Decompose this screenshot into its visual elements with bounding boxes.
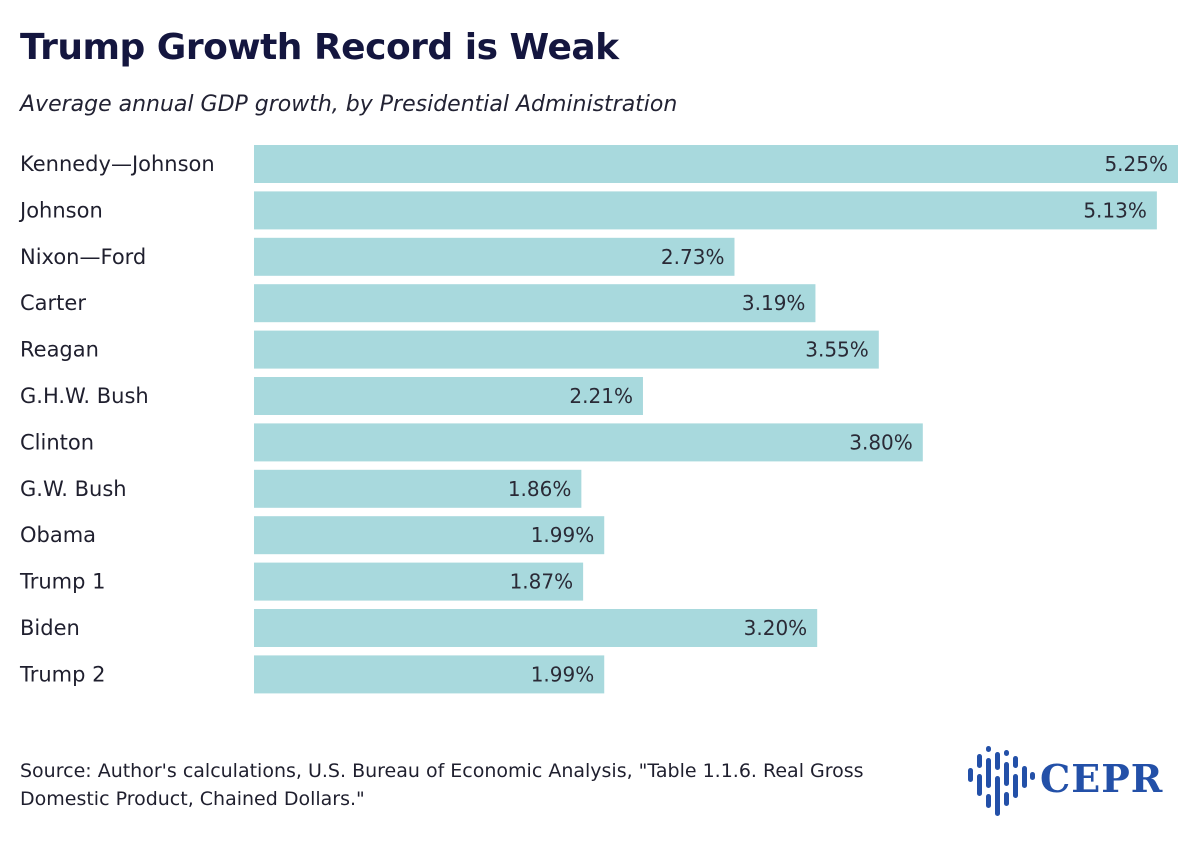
- category-label: Nixon—Ford: [20, 245, 146, 269]
- bar-0: [254, 145, 1178, 183]
- category-label: Clinton: [20, 430, 94, 454]
- value-label: 5.13%: [1083, 198, 1147, 222]
- bar-11: [254, 655, 605, 694]
- chart-subtitle: Average annual GDP growth, by Presidenti…: [20, 92, 678, 117]
- category-label: Carter: [20, 291, 86, 315]
- category-label: Kennedy—Johnson: [20, 152, 215, 176]
- value-label: 2.21%: [569, 384, 633, 408]
- bar-9: [254, 562, 584, 601]
- value-label: 1.86%: [508, 477, 572, 501]
- cepr-logo-text: CEPR: [1040, 756, 1164, 801]
- value-label: 2.73%: [661, 245, 725, 269]
- bar-1: [254, 191, 1157, 230]
- bar-10: [254, 609, 818, 647]
- category-label: Johnson: [18, 198, 103, 222]
- bar-2: [254, 237, 735, 276]
- category-label: G.W. Bush: [20, 477, 127, 501]
- cepr-logo-mark-icon: [968, 746, 1035, 816]
- value-label: 1.87%: [510, 570, 574, 594]
- bar-3: [254, 284, 816, 323]
- value-label: 3.20%: [744, 616, 808, 640]
- value-label: 3.80%: [849, 430, 913, 454]
- bar-7: [254, 469, 582, 508]
- chart-title: Trump Growth Record is Weak: [20, 27, 619, 68]
- value-label: 1.99%: [531, 662, 595, 686]
- value-label: 3.55%: [805, 338, 869, 362]
- bar-8: [254, 516, 605, 555]
- bar-4: [254, 330, 879, 369]
- category-label: G.H.W. Bush: [20, 384, 149, 408]
- value-label: 1.99%: [531, 523, 595, 547]
- value-label: 5.25%: [1104, 152, 1168, 176]
- category-label: Reagan: [20, 338, 99, 362]
- bar-chart: Kennedy—Johnson 5.25% Johnson 5.13% Nixon—Fo…: [18, 145, 1178, 694]
- category-label: Trump 1: [19, 570, 106, 594]
- bar-6: [254, 423, 923, 462]
- value-label: 3.19%: [742, 291, 806, 315]
- category-label: Biden: [20, 616, 80, 640]
- source-note: Source: Author's calculations, U.S. Bure…: [20, 760, 864, 810]
- category-label: Obama: [20, 523, 96, 547]
- cepr-logo: CEPR: [966, 742, 1176, 822]
- category-label: Trump 2: [19, 662, 106, 686]
- bar-5: [254, 377, 643, 415]
